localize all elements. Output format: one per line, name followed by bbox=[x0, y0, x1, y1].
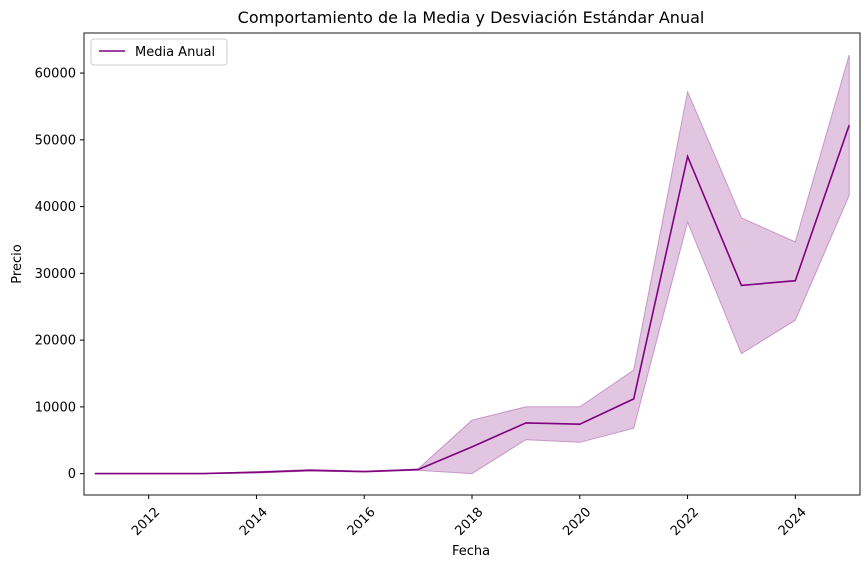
legend-label-media-anual: Media Anual bbox=[135, 45, 215, 60]
y-tick-label: 10000 bbox=[35, 400, 76, 415]
y-tick-label: 60000 bbox=[35, 67, 76, 82]
x-axis-title: Fecha bbox=[452, 544, 490, 559]
y-axis-title: Precio bbox=[10, 244, 25, 283]
y-tick-label: 50000 bbox=[35, 133, 76, 148]
legend: Media Anual bbox=[90, 38, 228, 66]
chart-title: Comportamiento de la Media y Desviación … bbox=[238, 8, 705, 27]
mean-line bbox=[94, 124, 850, 475]
y-tick-label: 20000 bbox=[35, 334, 76, 349]
legend-box bbox=[90, 38, 228, 66]
y-axis-ticks: 0 10000 20000 30000 40000 50000 60000 bbox=[35, 67, 84, 482]
plot-area bbox=[94, 54, 850, 475]
y-tick-label: 40000 bbox=[35, 200, 76, 215]
y-tick-label: 30000 bbox=[35, 267, 76, 282]
y-tick-label: 0 bbox=[68, 467, 76, 482]
